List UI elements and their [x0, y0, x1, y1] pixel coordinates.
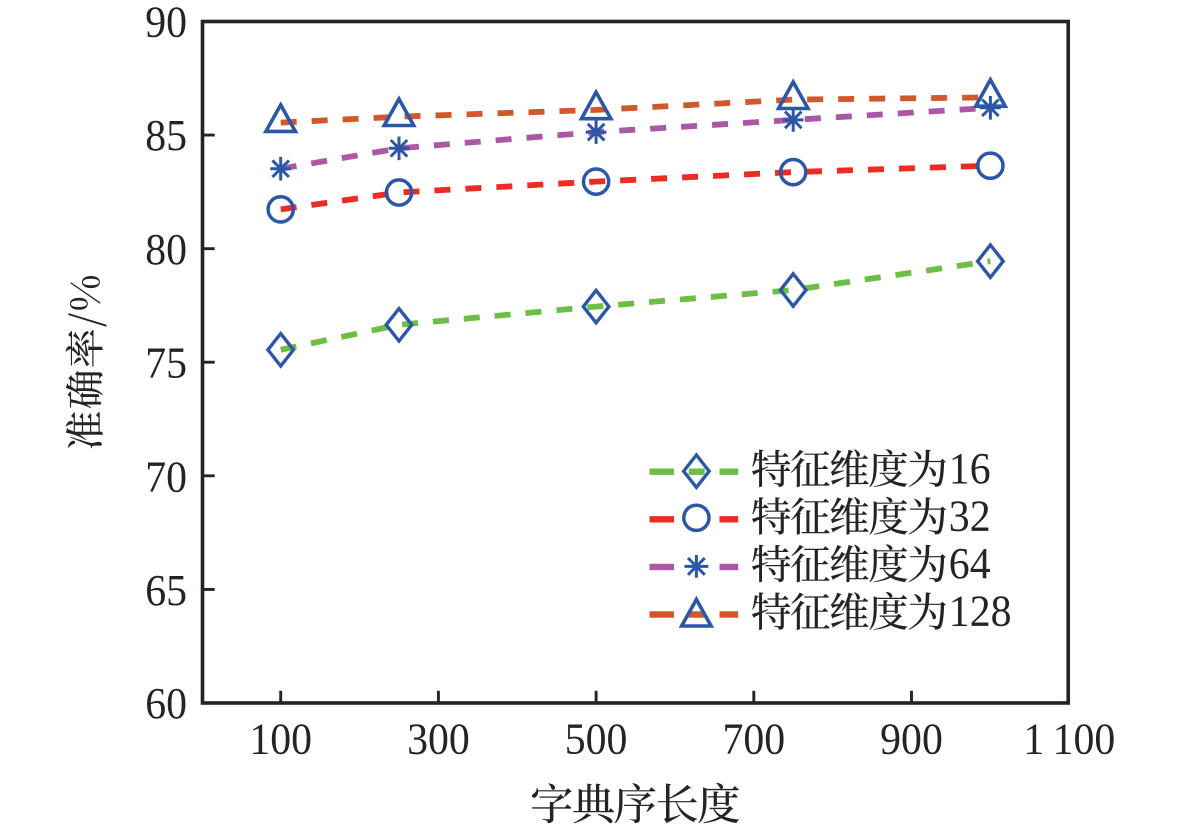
svg-text:64: 64: [949, 540, 991, 588]
svg-text:80: 80: [145, 226, 187, 274]
svg-text:90: 90: [145, 0, 187, 47]
svg-text:75: 75: [145, 340, 187, 388]
svg-text:700: 700: [722, 715, 785, 763]
svg-text:16: 16: [949, 445, 991, 493]
svg-text:85: 85: [145, 112, 187, 160]
svg-text:500: 500: [565, 715, 628, 763]
svg-text:65: 65: [145, 567, 187, 615]
svg-text:300: 300: [407, 715, 470, 763]
svg-text:60: 60: [145, 680, 187, 728]
svg-text:128: 128: [949, 588, 1012, 636]
svg-text:32: 32: [949, 493, 991, 541]
svg-text:100: 100: [249, 715, 312, 763]
svg-text:1 100: 1 100: [1023, 715, 1115, 763]
svg-text:70: 70: [145, 453, 187, 501]
svg-text:900: 900: [880, 715, 943, 763]
